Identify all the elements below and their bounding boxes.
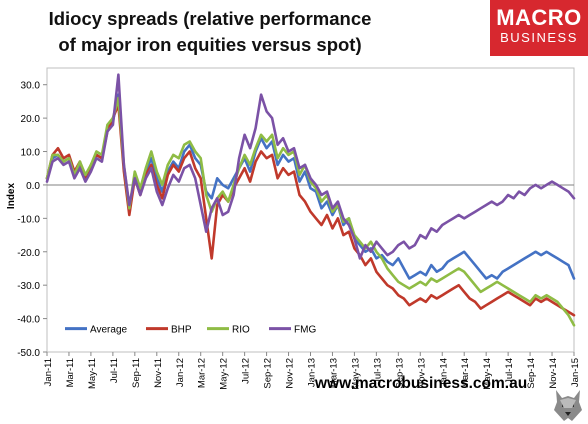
chart-title: Idiocy spreads (relative performance of … xyxy=(0,6,420,58)
y-tick-label: 30.0 xyxy=(21,81,41,92)
x-tick-label: Mar-11 xyxy=(65,358,76,387)
logo-line-2: BUSINESS xyxy=(500,30,578,45)
x-tick-label: Jul-14 xyxy=(504,358,515,384)
x-tick-label: Nov-11 xyxy=(153,358,164,388)
x-tick-label: Nov-12 xyxy=(285,358,296,389)
chart-title-line-1: Idiocy spreads (relative performance xyxy=(48,8,372,29)
legend-label-bhp: BHP xyxy=(171,325,192,336)
y-tick-label: -10.0 xyxy=(17,214,40,225)
legend-label-rio: RIO xyxy=(232,325,250,336)
y-tick-label: -30.0 xyxy=(17,281,40,292)
x-tick-label: Jan-12 xyxy=(175,358,186,387)
x-tick-label: May-14 xyxy=(482,358,493,390)
x-tick-label: Sep-12 xyxy=(263,358,274,389)
x-tick-label: May-13 xyxy=(350,358,361,390)
x-tick-label: Jan-14 xyxy=(438,358,449,387)
x-tick-label: Jan-13 xyxy=(307,358,318,387)
x-tick-label: Mar-12 xyxy=(197,358,208,388)
y-tick-label: -40.0 xyxy=(17,315,40,326)
series-line-fmg xyxy=(45,73,576,260)
x-tick-label: Nov-13 xyxy=(416,358,427,389)
y-tick-label: 0.0 xyxy=(26,181,40,192)
y-tick-label: 10.0 xyxy=(21,148,41,159)
y-tick-label: -20.0 xyxy=(17,248,40,259)
x-tick-label: Mar-14 xyxy=(460,358,471,388)
x-tick-label: Nov-14 xyxy=(548,358,559,389)
x-tick-label: Sep-13 xyxy=(394,358,405,389)
logo-line-1: MACRO xyxy=(496,5,582,30)
chart-title-line-2: of major iron equities versus spot) xyxy=(58,34,362,55)
x-tick-label: Jan-15 xyxy=(570,358,581,387)
y-axis-label: Index xyxy=(6,183,17,210)
website-footer: www.macrobusiness.com.au xyxy=(315,375,528,392)
x-tick-label: May-11 xyxy=(87,358,98,389)
x-tick-label: Jul-12 xyxy=(241,358,252,384)
x-tick-label: Mar-13 xyxy=(328,358,339,388)
wolf-mascot-icon xyxy=(554,390,582,421)
legend-label-average: Average xyxy=(90,325,128,336)
x-tick-label: Jan-11 xyxy=(43,358,54,386)
legend-label-fmg: FMG xyxy=(294,325,316,336)
x-tick-label: May-12 xyxy=(219,358,230,390)
x-tick-label: Jul-13 xyxy=(372,358,383,384)
series-line-rio xyxy=(45,96,576,327)
x-tick-label: Sep-14 xyxy=(526,358,537,389)
y-tick-label: -50.0 xyxy=(17,348,40,359)
x-tick-label: Jul-11 xyxy=(109,358,120,383)
macrobusiness-logo: MACRO BUSINESS xyxy=(490,0,588,56)
y-tick-label: 20.0 xyxy=(21,114,41,125)
x-tick-label: Sep-11 xyxy=(131,358,142,388)
